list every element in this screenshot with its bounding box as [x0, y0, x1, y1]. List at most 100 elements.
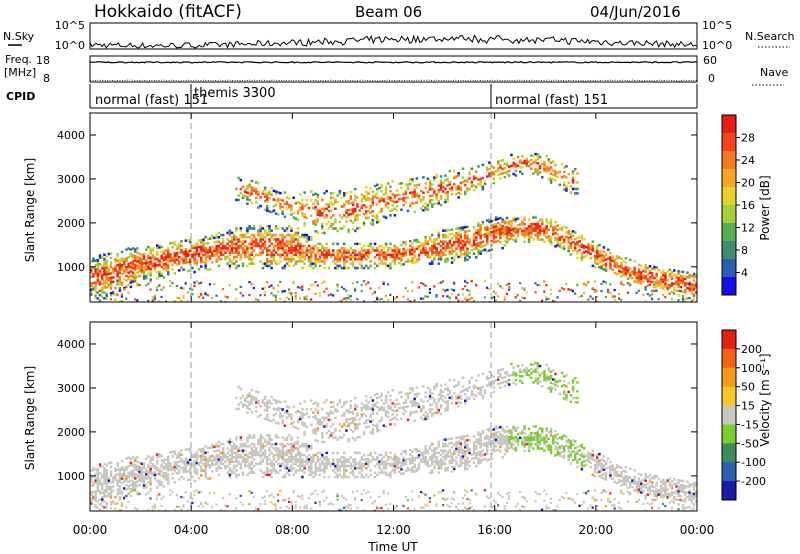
velocity-cell: [340, 508, 343, 511]
power-cell: [380, 249, 383, 252]
velocity-cell: [147, 508, 150, 511]
power-cell: [136, 275, 139, 279]
power-cell: [602, 259, 606, 262]
power-cell: [94, 285, 97, 289]
power-cell: [127, 267, 130, 270]
velocity-cell: [290, 436, 293, 439]
power-cell: [186, 269, 190, 273]
power-cell: [261, 192, 265, 195]
velocity-cell: [105, 475, 108, 478]
velocity-cell: [153, 507, 156, 510]
power-cell: [230, 242, 234, 246]
power-cell: [178, 244, 181, 248]
velocity-cell: [321, 420, 324, 424]
power-cell: [479, 182, 482, 185]
power-cell: [162, 265, 166, 268]
power-cell: [620, 266, 623, 269]
power-cell: [598, 261, 601, 264]
velocity-cell: [387, 456, 390, 459]
power-cell: [316, 209, 320, 212]
power-cell: [90, 284, 93, 287]
power-cell: [171, 241, 174, 245]
velocity-cell: [281, 451, 284, 455]
power-cell: [103, 271, 106, 274]
velocity-cell: [358, 435, 361, 439]
power-cell: [470, 167, 474, 170]
power-cell: [545, 298, 548, 301]
power-cell: [149, 249, 152, 253]
velocity-cell: [101, 500, 104, 503]
power-cell: [692, 274, 696, 278]
power-cell: [263, 193, 267, 196]
velocity-cell: [318, 423, 322, 426]
power-cell: [356, 216, 359, 219]
velocity-cell: [384, 410, 388, 413]
power-cell: [510, 153, 513, 157]
power-cell: [490, 239, 493, 243]
power-cell: [349, 219, 353, 222]
power-cell: [274, 225, 278, 228]
power-cell: [648, 265, 652, 268]
power-cell: [246, 255, 249, 259]
velocity-cell: [164, 476, 168, 479]
power-cell: [114, 264, 117, 268]
power-cell: [200, 265, 203, 268]
velocity-cell: [156, 486, 159, 489]
power-cell: [193, 259, 196, 263]
velocity-cell: [261, 475, 265, 479]
velocity-cell: [351, 430, 355, 433]
power-cell: [145, 263, 148, 267]
power-cell: [138, 270, 141, 273]
power-cell: [409, 259, 412, 263]
power-cell: [389, 264, 392, 268]
power-cell: [692, 293, 695, 296]
power-cell: [120, 268, 124, 271]
power-cell: [409, 178, 412, 181]
power-cell: [442, 242, 445, 246]
power-cell: [158, 259, 161, 262]
power-cell: [646, 277, 650, 281]
power-cell: [413, 261, 416, 264]
velocity-cell: [314, 417, 317, 420]
velocity-cell: [191, 475, 194, 479]
velocity-cell: [307, 415, 311, 419]
power-cell: [224, 251, 227, 254]
velocity-cell: [151, 471, 155, 475]
power-cell: [228, 266, 232, 270]
power-cell: [356, 196, 359, 199]
power-cell: [186, 291, 189, 294]
velocity-cell: [90, 493, 93, 496]
velocity-cell: [92, 490, 95, 494]
velocity-cell: [140, 471, 144, 474]
velocity-cell: [376, 397, 379, 400]
power-cell: [675, 276, 678, 279]
velocity-cell: [233, 460, 236, 463]
power-cell: [217, 244, 221, 248]
power-cell: [571, 172, 575, 175]
power-cell: [644, 300, 647, 302]
velocity-cell: [294, 462, 298, 466]
power-cell: [404, 192, 408, 195]
velocity-cell: [296, 447, 300, 450]
velocity-cell: [356, 405, 359, 408]
power-cell: [299, 193, 302, 196]
power-cell: [151, 264, 155, 268]
velocity-cell: [296, 427, 300, 431]
velocity-cell: [301, 475, 304, 479]
power-cell: [450, 186, 454, 189]
velocity-cell: [314, 471, 317, 474]
power-cell: [101, 289, 104, 292]
velocity-cell: [285, 442, 289, 446]
velocity-cell: [389, 462, 392, 466]
power-cell: [472, 232, 476, 236]
power-cell: [398, 193, 401, 196]
power-cell: [266, 249, 269, 252]
velocity-cell: [224, 456, 227, 459]
power-cell: [294, 295, 297, 298]
power-cell: [483, 296, 486, 299]
power-cell: [596, 255, 599, 259]
power-cell: [105, 270, 108, 274]
power-cell: [376, 298, 379, 301]
power-cell: [105, 297, 108, 300]
velocity-cell: [360, 464, 364, 468]
